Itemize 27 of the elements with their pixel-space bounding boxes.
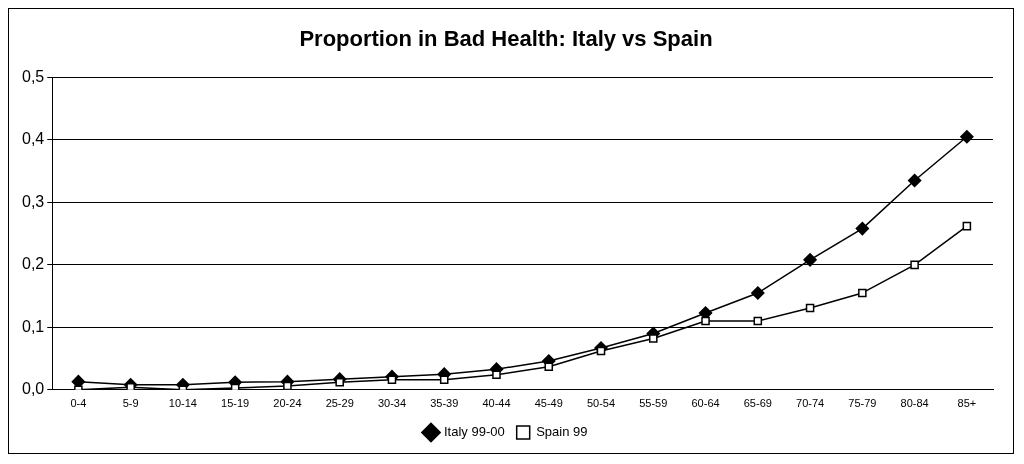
x-tick-label: 75-79 bbox=[848, 397, 877, 410]
x-tick-label: 35-39 bbox=[430, 397, 459, 410]
y-tick-label: 0,4 bbox=[21, 130, 45, 148]
x-tick-label: 10-14 bbox=[168, 397, 197, 410]
legend-label: Spain 99 bbox=[536, 424, 588, 440]
x-tick-label: 15-19 bbox=[221, 397, 250, 410]
x-tick-label: 85+ bbox=[957, 397, 977, 410]
x-tick-label: 70-74 bbox=[796, 397, 825, 410]
chart-title: Proportion in Bad Health: Italy vs Spain bbox=[299, 26, 713, 52]
x-tick-label: 60-64 bbox=[691, 397, 720, 410]
x-tick-label: 50-54 bbox=[586, 397, 616, 410]
legend-label: Italy 99-00 bbox=[443, 424, 505, 440]
x-tick-label: 20-24 bbox=[273, 397, 302, 410]
x-tick-label: 40-44 bbox=[482, 397, 511, 410]
x-tick-label: 25-29 bbox=[325, 397, 354, 410]
y-tick-label: 0,3 bbox=[21, 192, 45, 210]
x-tick-label: 0-4 bbox=[70, 397, 87, 410]
y-tick-label: 0,2 bbox=[21, 255, 45, 273]
x-tick-label: 80-84 bbox=[900, 397, 929, 410]
y-tick-label: 0,0 bbox=[21, 380, 45, 398]
x-tick-label: 55-59 bbox=[639, 397, 668, 410]
x-tick-label: 45-49 bbox=[534, 397, 563, 410]
x-tick-label: 5-9 bbox=[122, 397, 139, 410]
y-tick-label: 0,5 bbox=[21, 67, 45, 85]
x-tick-label: 30-34 bbox=[377, 397, 407, 410]
y-tick-label: 0,1 bbox=[21, 317, 45, 335]
x-tick-label: 65-69 bbox=[743, 397, 772, 410]
